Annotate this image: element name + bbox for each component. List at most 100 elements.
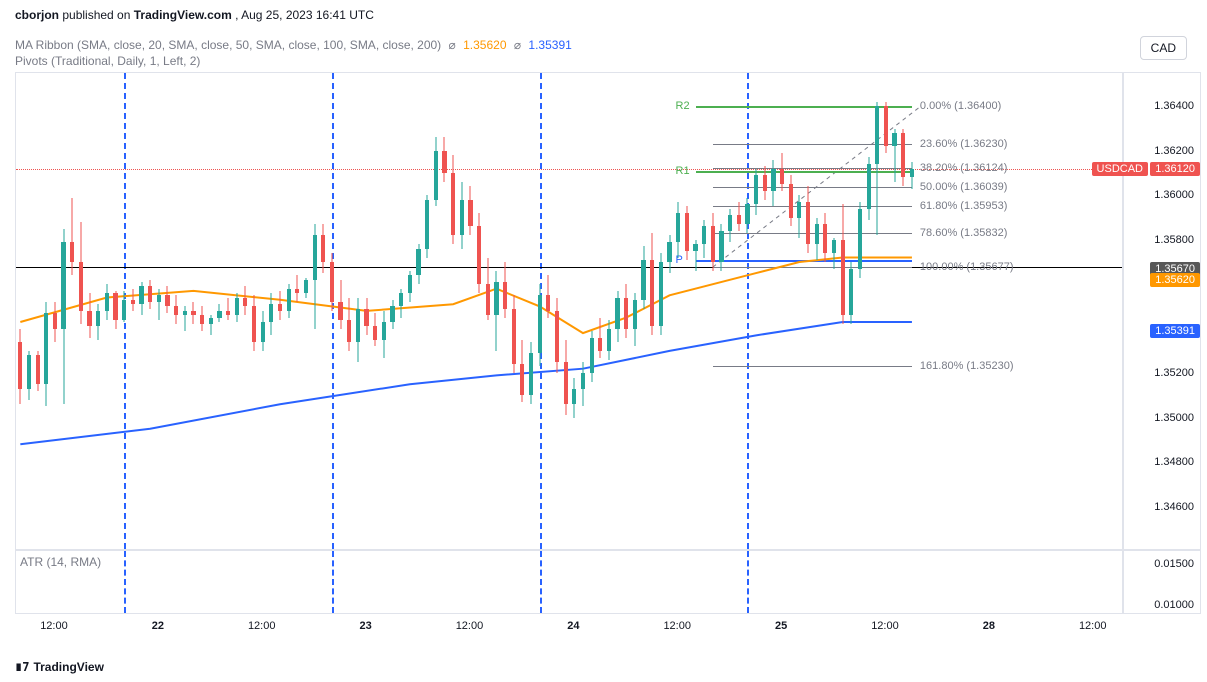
candle[interactable] xyxy=(822,73,828,551)
candle[interactable] xyxy=(857,73,863,551)
price-axis[interactable]: 1.364001.362001.360001.358001.356701.354… xyxy=(1123,72,1201,550)
candle[interactable] xyxy=(164,73,170,551)
candle[interactable] xyxy=(329,73,335,551)
candle[interactable] xyxy=(744,73,750,551)
candle[interactable] xyxy=(355,73,361,551)
candle[interactable] xyxy=(130,73,136,551)
candle[interactable] xyxy=(684,73,690,551)
candle[interactable] xyxy=(493,73,499,551)
candle[interactable] xyxy=(692,73,698,551)
candle[interactable] xyxy=(528,73,534,551)
candle[interactable] xyxy=(597,73,603,551)
candle[interactable] xyxy=(796,73,802,551)
candle[interactable] xyxy=(225,73,231,551)
candle[interactable] xyxy=(770,73,776,551)
candle[interactable] xyxy=(242,73,248,551)
currency-selector[interactable]: CAD xyxy=(1140,36,1187,60)
candle[interactable] xyxy=(814,73,820,551)
candle[interactable] xyxy=(86,73,92,551)
candle[interactable] xyxy=(277,73,283,551)
candle[interactable] xyxy=(286,73,292,551)
candle[interactable] xyxy=(502,73,508,551)
candle[interactable] xyxy=(459,73,465,551)
candle[interactable] xyxy=(649,73,655,551)
candle[interactable] xyxy=(571,73,577,551)
candle[interactable] xyxy=(156,73,162,551)
candle[interactable] xyxy=(736,73,742,551)
candle[interactable] xyxy=(216,73,222,551)
candle[interactable] xyxy=(398,73,404,551)
candle[interactable] xyxy=(251,73,257,551)
candle[interactable] xyxy=(173,73,179,551)
candle[interactable] xyxy=(190,73,196,551)
candle[interactable] xyxy=(52,73,58,551)
candle[interactable] xyxy=(268,73,274,551)
candle[interactable] xyxy=(415,73,421,551)
candle[interactable] xyxy=(337,73,343,551)
candle[interactable] xyxy=(909,73,915,551)
candle[interactable] xyxy=(476,73,482,551)
candle[interactable] xyxy=(511,73,517,551)
atr-axis[interactable]: 0.015000.01000 xyxy=(1123,550,1201,614)
candle[interactable] xyxy=(389,73,395,551)
candle[interactable] xyxy=(762,73,768,551)
candle[interactable] xyxy=(121,73,127,551)
candle[interactable] xyxy=(701,73,707,551)
candle[interactable] xyxy=(614,73,620,551)
candle[interactable] xyxy=(320,73,326,551)
candle[interactable] xyxy=(675,73,681,551)
candle[interactable] xyxy=(43,73,49,551)
candle[interactable] xyxy=(658,73,664,551)
candle[interactable] xyxy=(606,73,612,551)
candle[interactable] xyxy=(433,73,439,551)
indicator-pivots[interactable]: Pivots (Traditional, Daily, 1, Left, 2) xyxy=(15,54,200,68)
candle[interactable] xyxy=(883,73,889,551)
candle[interactable] xyxy=(17,73,23,551)
candle[interactable] xyxy=(554,73,560,551)
candle[interactable] xyxy=(831,73,837,551)
main-chart-pane[interactable]: 0.00% (1.36400)23.60% (1.36230)38.20% (1… xyxy=(15,72,1123,550)
candle[interactable] xyxy=(666,73,672,551)
candle[interactable] xyxy=(580,73,586,551)
candle[interactable] xyxy=(381,73,387,551)
candle[interactable] xyxy=(407,73,413,551)
candle[interactable] xyxy=(441,73,447,551)
candle[interactable] xyxy=(104,73,110,551)
candle[interactable] xyxy=(26,73,32,551)
candle[interactable] xyxy=(840,73,846,551)
candle[interactable] xyxy=(69,73,75,551)
candle[interactable] xyxy=(199,73,205,551)
candle[interactable] xyxy=(372,73,378,551)
indicator-atr[interactable]: ATR (14, RMA) xyxy=(20,555,101,569)
candle[interactable] xyxy=(632,73,638,551)
candle[interactable] xyxy=(260,73,266,551)
candle[interactable] xyxy=(294,73,300,551)
candle[interactable] xyxy=(112,73,118,551)
candle[interactable] xyxy=(303,73,309,551)
candle[interactable] xyxy=(60,73,66,551)
candle[interactable] xyxy=(424,73,430,551)
candle[interactable] xyxy=(866,73,872,551)
candle[interactable] xyxy=(874,73,880,551)
candle[interactable] xyxy=(623,73,629,551)
time-axis[interactable]: 12:002212:002312:002412:002512:002812:00 xyxy=(15,614,1123,644)
candle[interactable] xyxy=(805,73,811,551)
candle[interactable] xyxy=(563,73,569,551)
candle[interactable] xyxy=(848,73,854,551)
candle[interactable] xyxy=(95,73,101,551)
candle[interactable] xyxy=(312,73,318,551)
candle[interactable] xyxy=(182,73,188,551)
candle[interactable] xyxy=(779,73,785,551)
candle[interactable] xyxy=(519,73,525,551)
candle[interactable] xyxy=(147,73,153,551)
candle[interactable] xyxy=(35,73,41,551)
candle[interactable] xyxy=(545,73,551,551)
candle[interactable] xyxy=(900,73,906,551)
candle[interactable] xyxy=(450,73,456,551)
candle[interactable] xyxy=(589,73,595,551)
candle[interactable] xyxy=(537,73,543,551)
candle[interactable] xyxy=(234,73,240,551)
atr-pane[interactable]: ATR (14, RMA) xyxy=(15,550,1123,614)
indicator-ma-ribbon[interactable]: MA Ribbon (SMA, close, 20, SMA, close, 5… xyxy=(15,38,572,52)
candle[interactable] xyxy=(138,73,144,551)
